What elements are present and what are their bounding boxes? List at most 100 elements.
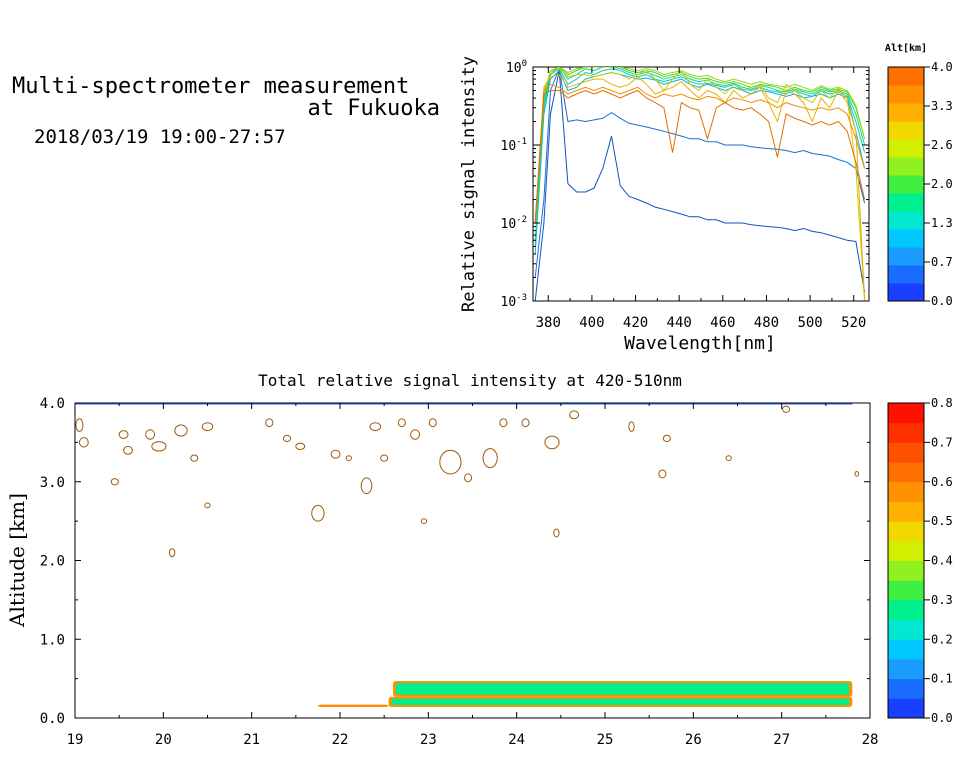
heatmap-contour-patch-18 [360,477,373,495]
heatmap-x-tick-label: 21 [243,732,260,748]
spectrum-series-line-1 [534,67,866,278]
intensity-colorbar-swatch [888,639,924,660]
heatmap-plot-frame [74,402,871,719]
figure-title-line1: Multi-spectrometer measurement [12,74,410,99]
intensity-colorbar-swatches [888,403,924,719]
heatmap-x-ticks: 19 20 21 22 23 24 25 26 27 28 [67,403,879,748]
spectrum-chart: 380 400 420 440 460 480 500 520 100 10-1 10-2 10-3… [459,56,870,354]
spectrum-series-line-9 [534,83,866,224]
altitude-colorbar-swatch [888,229,924,248]
intensity-colorbar-swatch [888,521,924,542]
figure-date-range: 2018/03/19 19:00-27:57 [34,126,286,148]
altitude-colorbar-swatch [888,193,924,212]
spectrum-y-tick-label: 100 [506,59,527,76]
intensity-colorbar-tick-label: 0.6 [931,475,953,489]
spectrum-x-tick-label: 520 [841,315,866,331]
heatmap-contour-patch-38 [854,471,860,477]
intensity-colorbar-swatch [888,599,924,621]
altitude-colorbar-swatch [888,121,924,140]
heatmap-contour-patch-27 [482,448,498,469]
heatmap-contour-patch-23 [420,518,428,524]
heatmap-contour-patch-33 [628,421,635,432]
heatmap-contour-patch-8 [201,422,214,432]
spectrum-y-tick-label: 10-1 [501,137,528,154]
altitude-colorbar-tick-label: 1.3 [931,216,953,230]
intensity-colorbar-swatch [888,462,924,483]
heatmap-contour-patch-35 [658,469,667,479]
intensity-colorbar-swatch [888,619,924,640]
altitude-colorbar-swatch [888,103,924,122]
intensity-colorbar-swatch [888,540,924,561]
intensity-colorbar-tick-label: 0.8 [931,396,953,410]
heatmap-contour-patch-6 [151,441,167,452]
spectrum-y-axis-label: Relative signal intensity [459,56,479,312]
altitude-colorbar-tick-label: 4.0 [931,60,953,74]
heatmap-title: Total relative signal intensity at 420-5… [258,371,682,390]
heatmap-y-tick-label: 0.0 [40,711,65,727]
heatmap-contour-patch-13 [282,434,292,443]
heatmap-y-tick-label: 4.0 [40,396,65,412]
heatmap-y-axis-label: Altitude [km] [5,493,29,628]
spectrum-x-tick-label: 420 [623,315,648,331]
heatmap-contour-patch-5 [145,429,155,440]
spectrum-y-tick-label: 10-2 [501,215,528,232]
intensity-colorbar-tick-label: 0.3 [931,593,953,607]
intensity-colorbar-tick-label: 0.0 [931,711,953,725]
heatmap-y-tick-label: 3.0 [40,475,65,491]
heatmap-band-1 [391,698,850,705]
heatmap-contour-patch-31 [553,528,560,538]
heatmap-contour-patch-30 [544,435,560,450]
spectrum-series-line-7 [534,68,866,301]
altitude-colorbar-swatch [888,157,924,176]
spectrum-series-line-3 [534,67,866,247]
heatmap-x-tick-label: 20 [155,732,172,748]
heatmap-x-tick-label: 19 [67,732,84,748]
intensity-colorbar-tick-label: 0.7 [931,435,953,449]
spectrum-x-tick-label: 400 [579,315,604,331]
spectrum-x-ticks: 380 400 420 440 460 480 500 520 [536,67,866,331]
heatmap-y-tick-label: 2.0 [40,554,65,570]
heatmap-chart: Total relative signal intensity at 420-5… [5,371,878,748]
intensity-colorbar-tick-label: 0.5 [931,514,953,528]
spectrum-series-line-0 [534,70,866,301]
spectrum-x-tick-label: 480 [754,315,779,331]
heatmap-contour-patch-19 [369,422,382,432]
altitude-colorbar-tick-label: 0.0 [931,294,953,308]
altitude-colorbar-tick-label: 3.3 [931,99,953,113]
spectrum-series-line-6 [534,67,866,224]
intensity-colorbar-ticks: 0.0 0.1 0.2 0.3 0.4 0.5 0.6 0.7 0.8 [924,396,953,725]
heatmap-contour-patch-21 [397,418,406,428]
spectrum-x-tick-label: 380 [536,315,561,331]
heatmap-contour-patch-12 [265,418,274,428]
intensity-colorbar-swatch [888,442,924,463]
heatmap-contour-patch-17 [345,455,352,461]
altitude-colorbar-swatches [888,67,924,302]
intensity-colorbar-tick-label: 0.4 [931,554,953,568]
spectrum-plot-frame [532,66,870,302]
heatmap-contour-patch-32 [569,410,579,420]
heatmap-contour-patch-9 [190,454,199,462]
spectrum-series-line-5 [534,67,866,224]
altitude-colorbar-swatch [888,85,924,104]
intensity-colorbar-swatch [888,422,924,443]
heatmap-band-2 [396,682,850,695]
heatmap-x-tick-label: 28 [862,732,879,748]
intensity-colorbar-swatch [888,403,924,424]
heatmap-contour-patch-25 [439,449,462,475]
intensity-colorbar-tick-label: 0.1 [931,672,953,686]
heatmap-marks-group [75,403,860,707]
spectrum-series-line-8 [534,74,866,301]
heatmap-contour-patch-2 [118,430,129,439]
heatmap-y-tick-label: 1.0 [40,632,65,648]
intensity-colorbar-swatch [888,580,924,601]
heatmap-contour-patch-7 [174,424,188,437]
altitude-colorbar-swatch [888,139,924,158]
altitude-colorbar-swatch [888,265,924,284]
heatmap-contour-patch-29 [521,418,530,428]
heatmap-contour-patch-11 [204,502,211,509]
intensity-colorbar-swatch [888,501,924,522]
altitude-colorbar-tick-label: 2.0 [931,177,953,191]
figure-title-line2: at Fukuoka [307,96,440,121]
altitude-colorbar-swatch [888,211,924,230]
